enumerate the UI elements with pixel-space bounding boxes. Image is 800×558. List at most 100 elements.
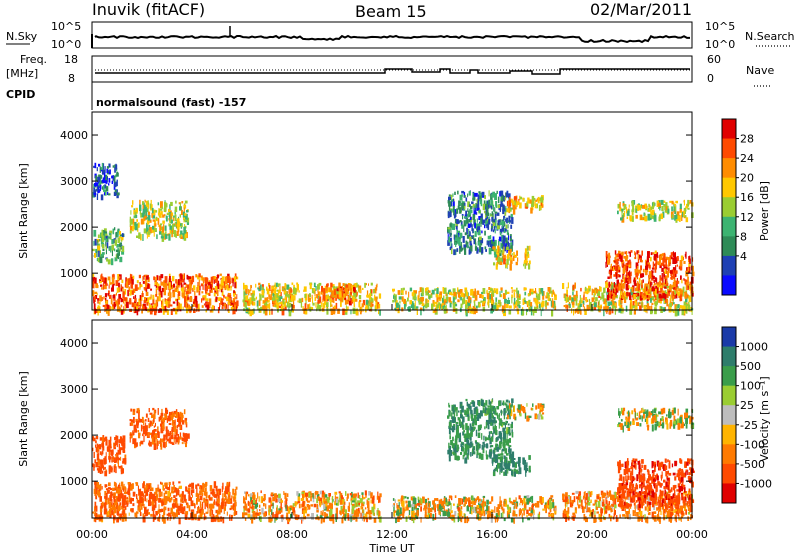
heatmap-cell <box>455 308 457 314</box>
heatmap-cell <box>276 301 277 305</box>
heatmap-cell <box>353 287 355 292</box>
heatmap-cell <box>97 245 100 250</box>
heatmap-cell <box>654 307 657 314</box>
heatmap-cell <box>96 447 98 452</box>
heatmap-cell <box>162 227 164 233</box>
heatmap-cell <box>667 257 669 260</box>
heatmap-cell <box>285 297 287 301</box>
heatmap-cell <box>319 298 321 301</box>
heatmap-cell <box>223 501 224 507</box>
heatmap-cell <box>624 205 626 210</box>
heatmap-cell <box>129 298 131 304</box>
heatmap-cell <box>635 277 636 280</box>
heatmap-cell <box>291 295 294 301</box>
heatmap-cell <box>339 291 342 297</box>
heatmap-cell <box>253 496 255 500</box>
heatmap-cell <box>336 499 338 503</box>
heatmap-cell <box>95 163 97 168</box>
heatmap-cell <box>230 286 231 291</box>
heatmap-cell <box>233 302 236 305</box>
heatmap-cell <box>621 289 622 291</box>
heatmap-cell <box>96 251 97 257</box>
heatmap-cell <box>103 467 105 470</box>
heatmap-cell <box>170 417 171 421</box>
heatmap-cell <box>179 297 181 300</box>
heatmap-cell <box>107 293 109 296</box>
heatmap-cell <box>102 235 105 242</box>
heatmap-cell <box>498 241 500 246</box>
heatmap-cell <box>234 276 236 282</box>
heatmap-cell <box>622 309 623 314</box>
heatmap-cell <box>146 490 148 496</box>
heatmap-cell <box>133 409 135 411</box>
heatmap-cell <box>100 281 102 283</box>
heatmap-cell <box>153 510 155 517</box>
heatmap-cell <box>115 190 117 193</box>
heatmap-cell <box>646 295 648 298</box>
heatmap-cell <box>538 302 540 304</box>
heatmap-cell <box>114 248 115 251</box>
heatmap-cell <box>622 293 623 299</box>
heatmap-cell <box>470 241 472 246</box>
heatmap-cell <box>460 220 462 222</box>
heatmap-cell <box>448 200 450 203</box>
heatmap-cell <box>603 288 606 294</box>
heatmap-cell <box>231 495 233 498</box>
heatmap-cell <box>469 209 471 215</box>
heatmap-cell <box>648 214 651 221</box>
heatmap-cell <box>128 287 130 290</box>
heatmap-cell <box>177 218 180 224</box>
heatmap-cell <box>229 284 230 288</box>
heatmap-cell <box>456 248 458 252</box>
heatmap-cell <box>201 278 203 280</box>
heatmap-cell <box>640 265 642 270</box>
heatmap-cell <box>580 288 582 292</box>
heatmap-cell <box>160 509 162 512</box>
heatmap-cell <box>673 270 674 274</box>
heatmap-cell <box>97 301 99 304</box>
heatmap-cell <box>187 504 189 509</box>
heatmap-cell <box>175 222 176 227</box>
heatmap-cell <box>95 496 97 500</box>
heatmap-cell <box>148 443 149 446</box>
heatmap-cell <box>285 284 286 290</box>
heatmap-cell <box>274 518 275 523</box>
heatmap-cell <box>233 279 234 284</box>
heatmap-cell <box>376 304 377 308</box>
heatmap-cell <box>170 202 173 206</box>
heatmap-cell <box>171 497 173 500</box>
heatmap-cell <box>578 306 580 310</box>
heatmap-cell <box>142 293 144 297</box>
heatmap-cell <box>170 436 171 443</box>
heatmap-cell <box>506 264 507 268</box>
heatmap-cell <box>227 276 230 283</box>
heatmap-cell <box>668 261 670 267</box>
heatmap-cell <box>282 302 283 308</box>
heatmap-cell <box>337 288 339 291</box>
heatmap-cell <box>371 500 372 504</box>
heatmap-cell <box>425 291 428 295</box>
heatmap-cell <box>236 294 237 299</box>
heatmap-cell <box>102 252 105 255</box>
heatmap-cell <box>321 291 323 294</box>
heatmap-cell <box>468 304 470 307</box>
heatmap-cell <box>180 231 183 235</box>
heatmap-cell <box>102 163 103 169</box>
heatmap-cell <box>149 408 150 412</box>
heatmap-cell <box>687 200 689 207</box>
heatmap-cell <box>207 503 208 508</box>
heatmap-cell <box>517 257 518 261</box>
heatmap-cell <box>636 251 638 255</box>
heatmap-cell <box>180 223 182 226</box>
heatmap-cell <box>349 502 350 506</box>
heatmap-cell <box>316 498 318 503</box>
heatmap-cell <box>647 303 649 310</box>
heatmap-cell <box>448 237 450 243</box>
heatmap-cell <box>108 482 111 486</box>
heatmap-cell <box>330 283 332 288</box>
heatmap-cell <box>511 253 512 255</box>
heatmap-cell <box>633 280 635 283</box>
heatmap-cell <box>167 284 169 286</box>
heatmap-cell <box>448 211 450 218</box>
